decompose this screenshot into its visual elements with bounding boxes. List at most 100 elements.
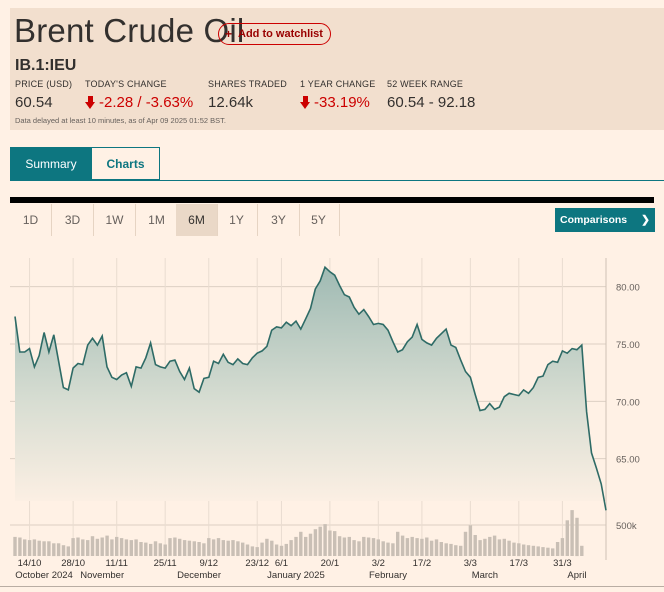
volume-bar: [18, 537, 22, 556]
volume-bar: [362, 536, 366, 556]
volume-bar: [115, 536, 119, 556]
volume-bar: [391, 543, 395, 557]
stat-52-week-range: 52 WEEK RANGE 60.54 - 92.18: [387, 79, 475, 111]
volume-bar: [119, 538, 124, 556]
range-button-1y[interactable]: 1Y: [216, 204, 258, 236]
volume-bar: [182, 540, 187, 556]
range-button-1m[interactable]: 1M: [136, 204, 178, 236]
volume-bar: [400, 535, 405, 556]
volume-bar: [95, 538, 100, 556]
volume-bar: [304, 536, 308, 556]
volume-bar: [425, 537, 429, 556]
chevron-right-icon: ❯: [641, 214, 650, 226]
x-tick-label: 3/2: [372, 558, 385, 569]
volume-bar: [347, 536, 351, 556]
x-month-label: April: [567, 570, 586, 581]
volume-bar: [294, 536, 298, 556]
volume-bar: [236, 541, 240, 556]
comparisons-button[interactable]: Comparisons ❯: [555, 208, 655, 232]
volume-bar: [42, 541, 46, 556]
volume-bar: [192, 541, 196, 556]
volume-bar: [153, 541, 158, 556]
range-button-3y[interactable]: 3Y: [258, 204, 300, 236]
volume-bar: [497, 539, 502, 556]
volume-bar: [522, 544, 526, 556]
x-month-label: February: [369, 570, 407, 581]
volume-bar: [270, 540, 274, 556]
add-to-watchlist-button[interactable]: + Add to watchlist: [218, 23, 331, 45]
y-tick-label: 65.00: [616, 455, 640, 466]
arrow-down-icon: [85, 96, 96, 109]
volume-bar: [139, 542, 143, 556]
y-tick-label: 80.00: [616, 283, 640, 294]
volume-bar: [289, 540, 293, 556]
volume-bar: [61, 545, 66, 556]
x-month-label: December: [177, 570, 221, 581]
volume-bar: [71, 538, 75, 556]
tab-underline: [10, 180, 664, 181]
x-tick-label: 17/2: [413, 558, 432, 569]
volume-bar: [202, 543, 206, 557]
stat-year-change: 1 YEAR CHANGE -33.19%: [300, 79, 375, 111]
x-tick-label: 6/1: [275, 558, 288, 569]
volume-bar: [449, 543, 453, 556]
stat-todays-change: TODAY'S CHANGE -2.28 / -3.63%: [85, 79, 193, 111]
x-tick-label: 11/11: [106, 558, 128, 569]
price-area: [15, 267, 606, 511]
range-button-3d[interactable]: 3D: [52, 204, 94, 236]
range-button-1w[interactable]: 1W: [94, 204, 136, 236]
stat-label: 1 YEAR CHANGE: [300, 79, 376, 89]
volume-bar: [260, 542, 264, 556]
volume-bar: [371, 538, 376, 556]
volume-bar: [216, 538, 221, 556]
price-volume-chart[interactable]: 80.00 75.00 70.00 65.00 500k 14/10 28/10 11/11…: [10, 258, 654, 586]
range-button-5y[interactable]: 5Y: [298, 204, 340, 236]
volume-bar: [207, 538, 211, 556]
volume-bar: [386, 542, 390, 556]
volume-bar: [560, 538, 565, 556]
volume-bar: [66, 546, 70, 556]
ticker-symbol: IB.1:IEU: [15, 57, 77, 74]
volume-bar: [366, 537, 371, 556]
volume-bar: [47, 541, 51, 556]
volume-bar: [531, 545, 536, 556]
volume-bar: [410, 536, 414, 556]
volume-bar: [211, 539, 216, 556]
bottom-divider: [0, 586, 664, 587]
stat-value: -33.19%: [314, 94, 370, 111]
volume-bar: [328, 530, 332, 556]
tab-summary[interactable]: Summary: [10, 147, 92, 180]
volume-bar: [76, 537, 80, 556]
volume-bar: [279, 545, 284, 556]
volume-bar: [473, 535, 477, 556]
volume-bar: [551, 548, 555, 556]
volume-bar: [526, 545, 531, 556]
x-tick-label: 23/12: [245, 558, 269, 569]
volume-bar: [444, 543, 448, 557]
x-month-label: November: [80, 570, 124, 581]
comparisons-label: Comparisons: [560, 214, 628, 226]
volume-bar: [124, 539, 129, 556]
volume-bar: [245, 544, 250, 556]
volume-bar: [492, 535, 497, 556]
y-tick-label: 70.00: [616, 397, 640, 408]
section-divider: [10, 197, 654, 203]
volume-bar: [541, 547, 545, 556]
x-tick-label: 17/3: [510, 558, 529, 569]
volume-bar: [250, 546, 255, 556]
stat-value: 60.54: [15, 94, 53, 111]
volume-bar: [580, 545, 584, 556]
stat-value: 12.64k: [208, 94, 254, 111]
x-tick-label: 14/10: [18, 558, 42, 569]
volume-bar: [337, 536, 342, 556]
range-button-1d[interactable]: 1D: [10, 204, 52, 236]
volume-bar: [512, 542, 516, 556]
volume-bar: [129, 540, 133, 556]
volume-bar: [381, 541, 385, 556]
volume-bar: [323, 524, 327, 556]
volume-bar: [405, 538, 410, 556]
range-button-6m[interactable]: 6M: [176, 204, 218, 236]
volume-bar: [454, 545, 458, 556]
volume-tick-label: 500k: [616, 521, 637, 532]
tab-charts[interactable]: Charts: [92, 147, 160, 180]
